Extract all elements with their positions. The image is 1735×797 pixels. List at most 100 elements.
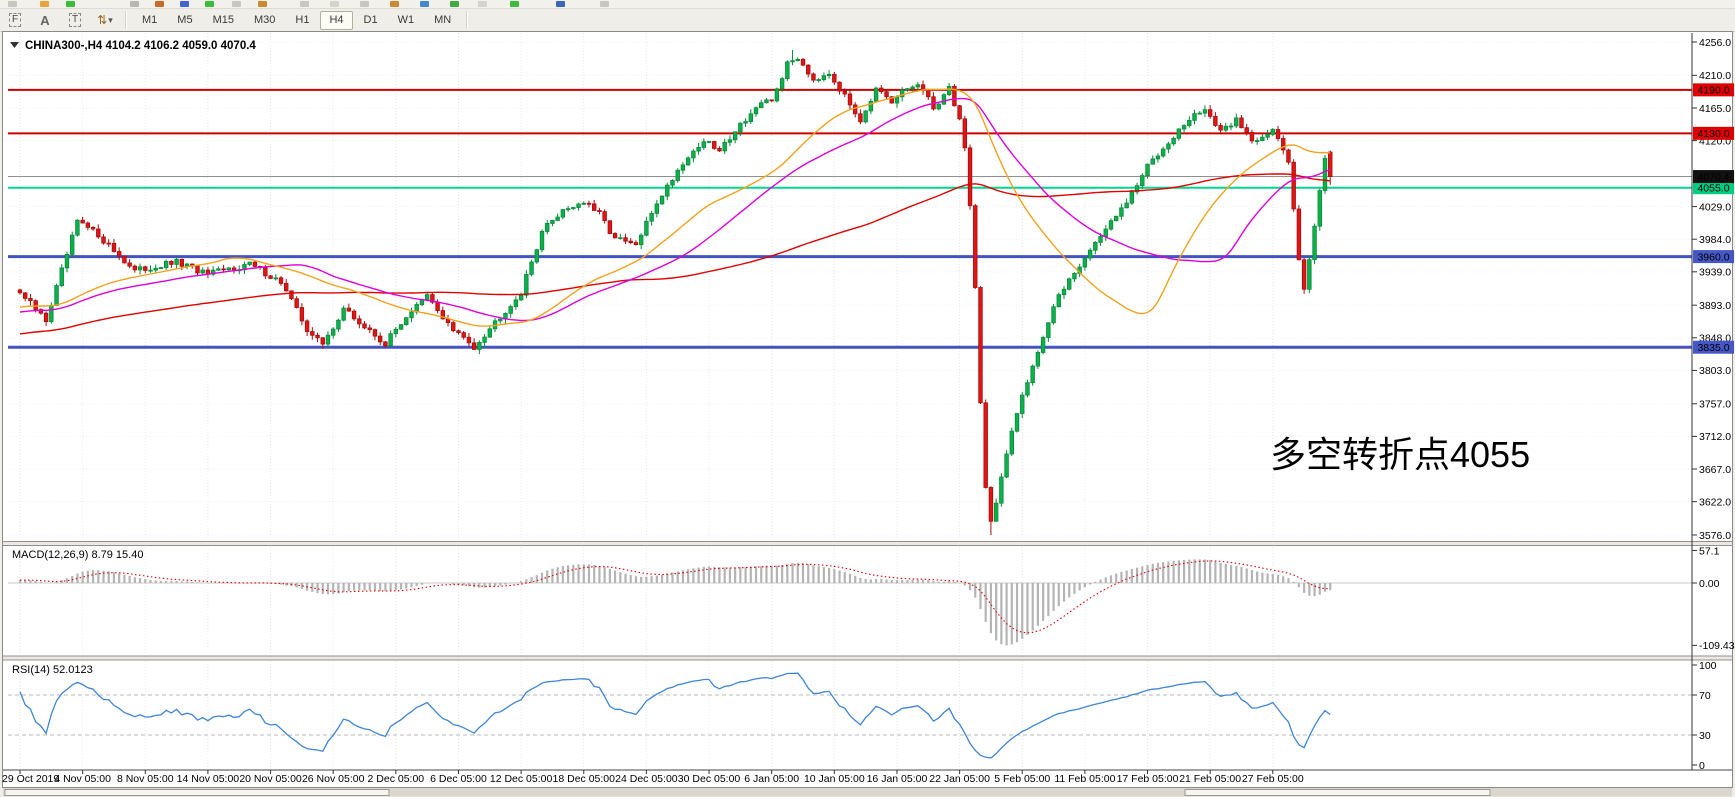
timeframe-button-d1[interactable]: D1 — [363, 14, 378, 26]
svg-text:8 Nov 05:00: 8 Nov 05:00 — [117, 773, 174, 785]
clipped-upper-toolbar — [0, 0, 1735, 9]
bottom-inset-panel — [1184, 789, 1491, 796]
annotation-text: 多空转折点4055 — [1270, 434, 1530, 475]
rsi-label: RSI(14) 52.0123 — [12, 664, 93, 676]
svg-text:4070.4: 4070.4 — [1697, 171, 1729, 183]
svg-text:3757.0: 3757.0 — [1699, 399, 1731, 411]
text-label-icon[interactable]: A — [31, 11, 59, 29]
price-badge — [1693, 181, 1734, 195]
svg-text:70: 70 — [1699, 690, 1711, 702]
svg-text:30 Dec 05:00: 30 Dec 05:00 — [678, 773, 741, 785]
text-label-glyph: A — [40, 12, 50, 28]
price-badge — [1693, 170, 1734, 184]
price-badge — [1693, 340, 1734, 354]
svg-text:0: 0 — [1699, 760, 1705, 772]
timeframe-button-m15[interactable]: M15 — [212, 14, 234, 26]
toolbar-icon-fragment — [300, 1, 309, 7]
svg-text:4210.0: 4210.0 — [1699, 70, 1731, 82]
timeframe-button-h1[interactable]: H1 — [295, 14, 310, 26]
macd-label: MACD(12,26,9) 8.79 15.40 — [12, 549, 143, 561]
macd-histogram — [18, 559, 1332, 646]
svg-text:11 Feb 05:00: 11 Feb 05:00 — [1054, 773, 1115, 785]
toolbar-icon-fragment — [8, 1, 17, 7]
toolbar-icon-fragment — [510, 1, 519, 7]
toolbar-separator — [125, 11, 127, 29]
svg-text:4165.0: 4165.0 — [1699, 103, 1731, 115]
svg-text:6 Dec 05:00: 6 Dec 05:00 — [430, 773, 487, 785]
svg-text:4190.0: 4190.0 — [1697, 85, 1729, 97]
svg-text:4256.0: 4256.0 — [1699, 37, 1731, 49]
svg-text:5 Feb 05:00: 5 Feb 05:00 — [994, 773, 1050, 785]
svg-text:3667.0: 3667.0 — [1699, 464, 1731, 476]
svg-text:-109.43: -109.43 — [1699, 640, 1735, 652]
svg-text:3712.0: 3712.0 — [1699, 431, 1731, 443]
chart-title: CHINA300-,H4 4104.2 4106.2 4059.0 4070.4 — [25, 40, 256, 52]
fibonacci-grid-glyph: F — [8, 13, 22, 27]
toolbar-icon-fragment — [360, 1, 369, 7]
price-badge — [1693, 83, 1734, 97]
toolbar-icon-fragment — [232, 1, 241, 7]
svg-text:57.1: 57.1 — [1699, 545, 1720, 557]
arrows-tool-icon[interactable]: ⇅ ▾ — [91, 11, 119, 29]
rsi-line — [19, 672, 1331, 759]
moving-average-110 — [19, 173, 1331, 335]
toolbar-icon-fragment — [205, 1, 214, 7]
timeframe-group: M1 M5 M15 M30 H1 H4 D1 W1 MN — [132, 10, 461, 30]
svg-text:14 Nov 05:00: 14 Nov 05:00 — [177, 773, 240, 785]
svg-text:29 Oct 2019: 29 Oct 2019 — [2, 773, 59, 785]
macd-signal-line — [20, 560, 1331, 634]
toolbar-icon-fragment — [258, 1, 267, 7]
moving-average-48 — [19, 97, 1331, 322]
candlesticks[interactable] — [17, 49, 1333, 535]
timeframe-button-m5[interactable]: M5 — [177, 14, 193, 26]
svg-text:3960.0: 3960.0 — [1697, 251, 1729, 263]
svg-text:4055.0: 4055.0 — [1697, 183, 1729, 195]
svg-text:3576.0: 3576.0 — [1699, 530, 1731, 542]
fibonacci-grid-icon[interactable]: F — [1, 11, 29, 29]
toolbar-icon-fragment — [155, 1, 164, 7]
svg-text:22 Jan 05:00: 22 Jan 05:00 — [929, 773, 990, 785]
svg-text:16 Jan 05:00: 16 Jan 05:00 — [867, 773, 928, 785]
svg-text:3803.0: 3803.0 — [1699, 365, 1731, 377]
toolbar-icon-fragment — [600, 1, 609, 7]
svg-text:24 Dec 05:00: 24 Dec 05:00 — [615, 773, 678, 785]
timeframe-button-m30[interactable]: M30 — [253, 14, 276, 26]
svg-text:3893.0: 3893.0 — [1699, 300, 1731, 312]
toolbar-icon-fragment — [450, 1, 459, 7]
svg-text:4029.0: 4029.0 — [1699, 201, 1731, 213]
svg-text:18 Dec 05:00: 18 Dec 05:00 — [553, 773, 616, 785]
timeframe-button-h4[interactable]: H4 — [320, 10, 353, 30]
svg-text:21 Feb 05:00: 21 Feb 05:00 — [1179, 773, 1241, 785]
toolbar-icon-fragment — [478, 1, 487, 7]
chart-plot[interactable]: 4256.04210.04165.04120.04029.03984.03939… — [2, 31, 1735, 797]
toolbar-separator — [466, 11, 469, 29]
timeframe-button-mn[interactable]: MN — [434, 14, 452, 26]
toolbar-icon-fragment — [66, 1, 75, 7]
svg-text:100: 100 — [1699, 660, 1717, 672]
timeframe-button-w1[interactable]: W1 — [397, 14, 415, 26]
svg-text:20 Nov 05:00: 20 Nov 05:00 — [239, 773, 302, 785]
timeframe-button-m1[interactable]: M1 — [142, 14, 158, 26]
svg-text:3622.0: 3622.0 — [1699, 496, 1731, 508]
toolbar-icon-fragment — [556, 1, 565, 7]
svg-text:4130.0: 4130.0 — [1697, 128, 1729, 140]
svg-text:3984.0: 3984.0 — [1699, 234, 1731, 246]
moving-average-34 — [19, 88, 1331, 327]
svg-text:12 Dec 05:00: 12 Dec 05:00 — [490, 773, 553, 785]
text-box-glyph: T — [68, 13, 82, 27]
svg-text:0.00: 0.00 — [1699, 578, 1720, 590]
text-box-icon[interactable]: T — [61, 11, 89, 29]
toolbar-icon-fragment — [330, 1, 339, 7]
chevron-down-icon: ▾ — [108, 14, 113, 25]
toolbar-icon-fragment — [420, 1, 429, 7]
svg-text:10 Jan 05:00: 10 Jan 05:00 — [804, 773, 865, 785]
svg-text:3939.0: 3939.0 — [1699, 267, 1731, 279]
symbol-dropdown-icon[interactable] — [10, 42, 19, 48]
svg-text:3835.0: 3835.0 — [1697, 342, 1729, 354]
price-axis[interactable]: 4256.04210.04165.04120.04029.03984.03939… — [1691, 33, 1735, 772]
toolbar-icon-fragment — [40, 1, 49, 7]
svg-text:4 Nov 05:00: 4 Nov 05:00 — [54, 773, 111, 785]
svg-text:2 Dec 05:00: 2 Dec 05:00 — [368, 773, 425, 785]
